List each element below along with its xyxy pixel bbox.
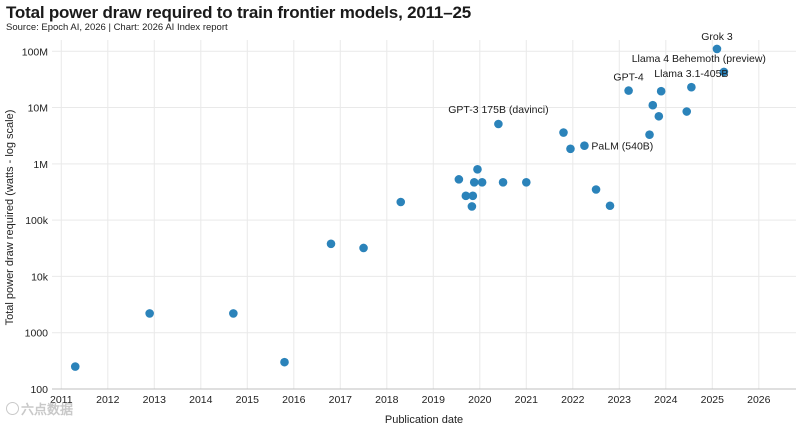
data-point (566, 144, 575, 154)
y-tick-label: 1000 (25, 328, 49, 340)
data-point-label: GPT-4 (613, 72, 644, 84)
data-point (469, 177, 479, 187)
data-point (70, 362, 80, 371)
data-point-label: Llama 3.1-405B (654, 68, 728, 80)
data-point-label: Grok 3 (701, 31, 733, 43)
data-point (494, 119, 503, 129)
data-point-label: Llama 4 Behemoth (preview) (632, 53, 766, 65)
x-tick-label: 2025 (701, 394, 725, 406)
x-tick-label: 2020 (468, 394, 492, 406)
y-tick-label: 100 (30, 384, 48, 396)
chart-title: Total power draw required to train front… (6, 3, 471, 22)
chart-source: Source: Epoch AI, 2026 | Chart: 2026 AI … (6, 22, 228, 33)
x-tick-label: 2013 (143, 394, 167, 406)
x-tick-label: 2016 (282, 394, 306, 406)
x-tick-label: 2011 (50, 394, 73, 406)
watermark-logo-icon (6, 402, 19, 415)
data-point (396, 197, 406, 207)
data-point (280, 357, 289, 367)
data-point (712, 44, 722, 54)
y-tick-label: 1M (33, 159, 48, 171)
x-tick-label: 2018 (375, 394, 399, 406)
data-point (656, 86, 666, 96)
data-point (522, 177, 531, 187)
data-point (467, 202, 477, 211)
data-point (605, 201, 615, 211)
data-point (624, 86, 633, 95)
data-point (145, 309, 154, 318)
y-tick-label: 10M (28, 103, 48, 115)
data-point (473, 164, 482, 174)
data-point (719, 67, 729, 77)
y-tick-label: 100k (25, 215, 49, 227)
x-tick-label: 2024 (654, 394, 678, 406)
data-point (359, 243, 368, 253)
x-axis-label: Publication date (385, 414, 463, 426)
watermark: 六点数据 (6, 399, 73, 418)
data-point-label: GPT-3 175B (davinci) (448, 104, 548, 116)
data-point (645, 130, 654, 139)
x-tick-label: 2022 (561, 394, 585, 406)
x-tick-label: 2026 (747, 394, 771, 406)
data-point (461, 191, 471, 201)
data-point (591, 185, 601, 194)
data-point (229, 309, 238, 318)
data-point (468, 191, 478, 201)
data-point (682, 107, 692, 116)
x-tick-label: 2019 (422, 394, 446, 406)
data-point (654, 111, 664, 121)
x-tick-label: 2017 (329, 394, 353, 406)
x-tick-label: 2021 (515, 394, 539, 406)
data-point (498, 177, 508, 187)
y-tick-label: 10k (31, 271, 49, 283)
x-tick-label: 2023 (608, 394, 632, 406)
y-tick-label: 100M (22, 46, 48, 58)
data-point (580, 141, 589, 151)
data-point (326, 239, 336, 249)
x-tick-label: 2012 (96, 394, 120, 406)
data-point (454, 175, 464, 184)
data-point-label: PaLM (540B) (591, 141, 653, 153)
data-point (687, 82, 696, 92)
data-point (477, 177, 487, 187)
x-tick-label: 2015 (236, 394, 260, 406)
data-point (648, 100, 658, 110)
watermark-text: 六点数据 (21, 402, 74, 417)
y-axis-label: Total power draw required (watts - log s… (4, 110, 16, 326)
data-point (559, 128, 568, 137)
x-tick-label: 2014 (189, 394, 213, 406)
